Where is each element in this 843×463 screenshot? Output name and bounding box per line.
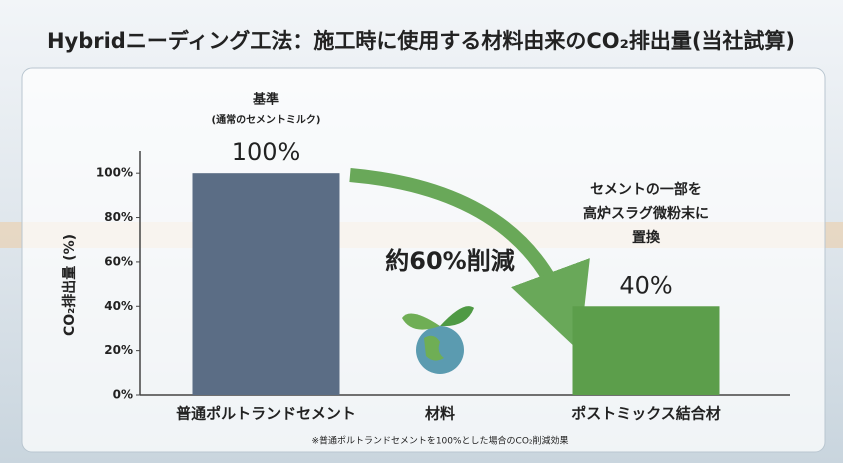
annotation: (通常のセメントミルク) (212, 113, 321, 126)
y-tick-label: 0% (113, 388, 133, 402)
value-label: 40% (619, 271, 672, 299)
annotation: セメントの一部を (590, 181, 702, 198)
reduction-label: 約60%削減 (385, 247, 514, 275)
x-tick-label: ポストミックス結合材 (571, 405, 721, 423)
y-tick-label: 100% (96, 166, 133, 180)
y-tick-label: 40% (104, 299, 133, 313)
y-axis-label: CO₂排出量 (%) (61, 234, 78, 336)
chart: Hybridニーディング工法：施工時に使用する材料由来のCO₂排出量(当社試算)… (0, 0, 843, 463)
annotation: 置換 (632, 229, 661, 246)
footnote: ※普通ポルトランドセメントを100%とした場合のCO₂削減効果 (311, 435, 568, 447)
annotation: 基準 (252, 92, 279, 108)
y-tick-label: 80% (104, 210, 133, 224)
y-tick-label: 20% (104, 343, 133, 357)
bar (193, 173, 340, 395)
x-axis-label: 材料 (425, 405, 455, 423)
annotation: 高炉スラグ微粉末に (583, 205, 709, 222)
chart-title: Hybridニーディング工法：施工時に使用する材料由来のCO₂排出量(当社試算) (47, 29, 795, 53)
x-tick-label: 普通ポルトランドセメント (176, 405, 356, 423)
value-label: 100% (232, 138, 301, 166)
bar (573, 306, 720, 395)
y-tick-label: 60% (104, 254, 133, 268)
